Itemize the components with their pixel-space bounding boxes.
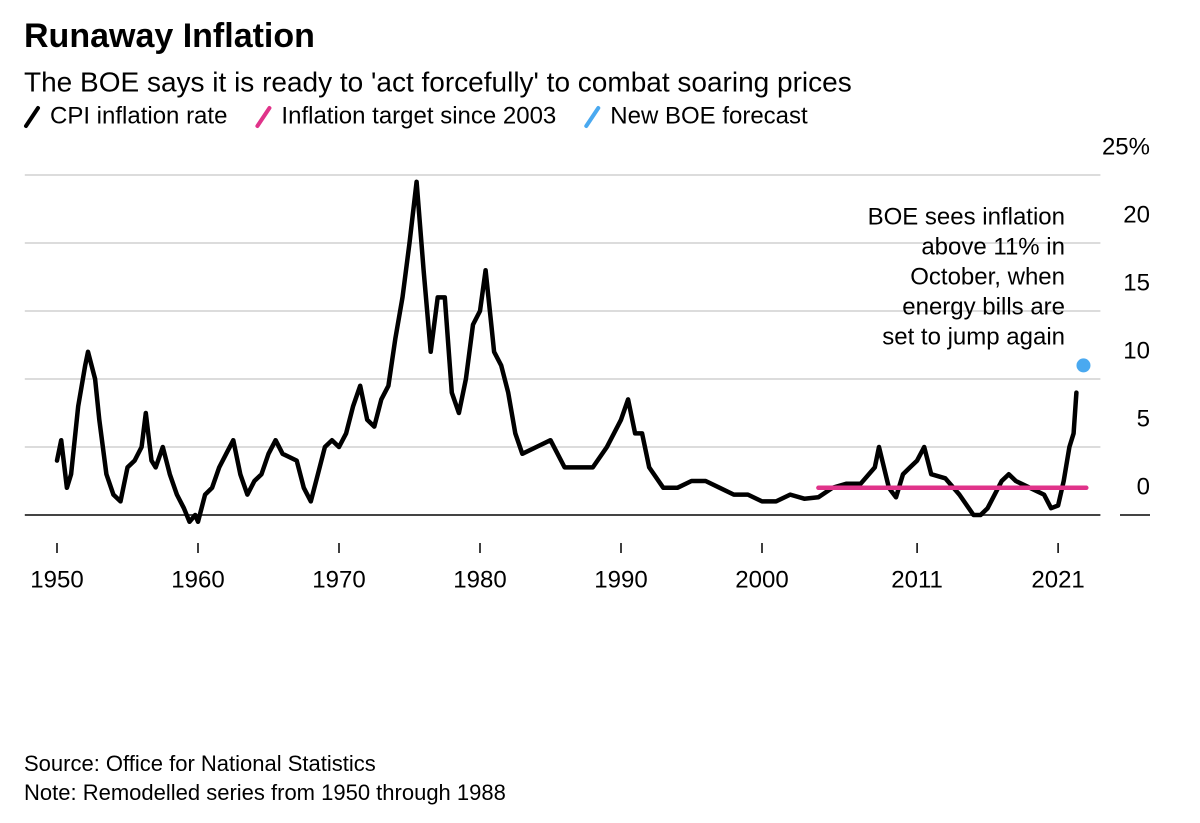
- annotation: October, when: [910, 263, 1065, 290]
- annotation: energy bills are: [902, 293, 1065, 320]
- annotation: BOE sees inflation: [868, 203, 1065, 230]
- legend-swatch: [255, 106, 272, 128]
- y-tick-label: 0: [1137, 473, 1150, 500]
- note: Note: Remodelled series from 1950 throug…: [24, 780, 506, 805]
- annotation: set to jump again: [882, 323, 1065, 350]
- y-tick-label: 10: [1123, 337, 1150, 364]
- forecast-point: [1076, 358, 1091, 373]
- x-tick-label: 1960: [171, 566, 224, 593]
- x-tick-label: 1970: [312, 566, 365, 593]
- legend-swatch: [584, 106, 601, 128]
- y-tick-label: 25%: [1102, 133, 1150, 160]
- x-tick-label: 2000: [735, 566, 788, 593]
- x-tick-label: 2011: [891, 566, 943, 593]
- chart-subtitle: The BOE says it is ready to 'act forcefu…: [24, 66, 852, 97]
- y-tick-label: 15: [1123, 269, 1150, 296]
- y-tick-label: 5: [1137, 405, 1150, 432]
- legend-label: Inflation target since 2003: [281, 102, 556, 129]
- y-tick-label: 20: [1123, 201, 1150, 228]
- legend-label: New BOE forecast: [610, 102, 808, 129]
- chart-title: Runaway Inflation: [24, 17, 315, 55]
- x-tick-label: 1980: [453, 566, 506, 593]
- legend-label: CPI inflation rate: [50, 102, 227, 129]
- x-tick-label: 1990: [594, 566, 647, 593]
- x-tick-label: 2021: [1031, 566, 1084, 593]
- source: Source: Office for National Statistics: [24, 751, 376, 776]
- legend-swatch: [24, 106, 40, 128]
- series-line: [54, 179, 1079, 525]
- x-tick-label: 1950: [30, 566, 83, 593]
- annotation: above 11% in: [921, 233, 1065, 260]
